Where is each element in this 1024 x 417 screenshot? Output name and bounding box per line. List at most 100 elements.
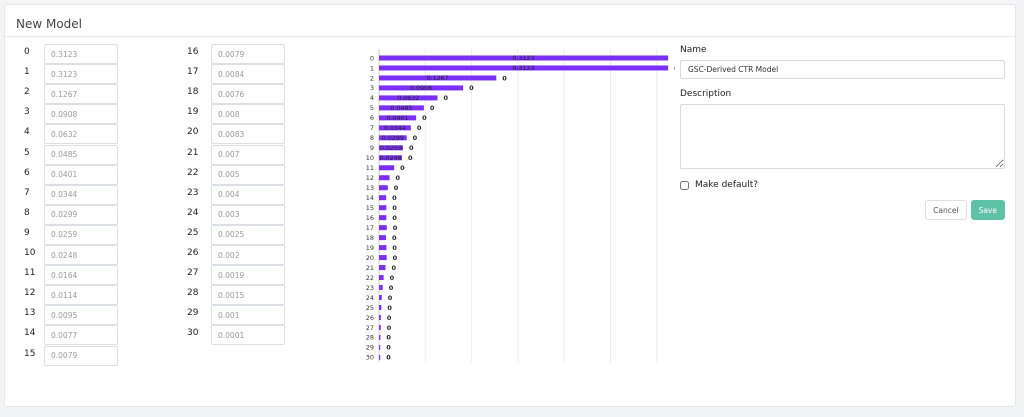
ctr-row-23: 23 bbox=[187, 184, 312, 205]
chart-category-label: 2 bbox=[370, 74, 374, 82]
ctr-row-4: 4 bbox=[24, 124, 149, 145]
ctr-input[interactable] bbox=[211, 124, 285, 145]
ctr-label: 28 bbox=[187, 288, 199, 299]
ctr-row-1: 1 bbox=[24, 64, 149, 85]
form-actions: Cancel Save bbox=[680, 200, 1005, 220]
chart-bar-end-label: 0 bbox=[392, 234, 397, 242]
ctr-row-15: 15 bbox=[24, 345, 149, 366]
ctr-input[interactable] bbox=[44, 64, 118, 85]
ctr-input[interactable] bbox=[44, 124, 118, 145]
make-default-checkbox[interactable] bbox=[680, 180, 689, 190]
name-input[interactable] bbox=[680, 60, 1005, 79]
chart-bar bbox=[379, 125, 411, 131]
chart-bar bbox=[379, 285, 383, 291]
ctr-input[interactable] bbox=[211, 84, 285, 105]
ctr-label: 10 bbox=[24, 248, 36, 258]
ctr-input[interactable] bbox=[44, 345, 118, 366]
ctr-row-26: 26 bbox=[187, 245, 312, 265]
chart-bar-end-label: 0 bbox=[390, 274, 395, 282]
ctr-input[interactable] bbox=[44, 184, 118, 205]
ctr-row-5: 5 bbox=[24, 144, 149, 165]
ctr-input[interactable] bbox=[211, 64, 285, 85]
chart-category-label: 23 bbox=[366, 284, 374, 292]
ctr-input[interactable] bbox=[44, 204, 118, 225]
ctr-input[interactable] bbox=[211, 245, 285, 265]
ctr-label: 3 bbox=[24, 107, 30, 118]
ctr-input[interactable] bbox=[44, 144, 118, 165]
ctr-input[interactable] bbox=[44, 305, 118, 326]
chart-bar bbox=[379, 175, 390, 181]
ctr-input[interactable] bbox=[211, 224, 285, 245]
chart-category-label: 10 bbox=[366, 154, 374, 162]
ctr-input[interactable] bbox=[44, 245, 118, 265]
ctr-input[interactable] bbox=[44, 265, 118, 286]
ctr-label: 29 bbox=[187, 308, 199, 319]
chart-bar-value-label: 0.0908 bbox=[410, 85, 432, 92]
ctr-input[interactable] bbox=[44, 104, 118, 125]
chart-bar bbox=[379, 145, 403, 151]
ctr-label: 18 bbox=[187, 87, 199, 98]
chart-category-label: 18 bbox=[366, 234, 374, 242]
description-label: Description bbox=[680, 89, 732, 99]
chart-bar-value-label: 0.0299 bbox=[382, 135, 404, 142]
chart-bar-end-label: 0 bbox=[396, 174, 401, 182]
ctr-input[interactable] bbox=[211, 144, 285, 165]
ctr-input[interactable] bbox=[211, 104, 285, 125]
ctr-input[interactable] bbox=[44, 224, 118, 245]
ctr-label: 26 bbox=[187, 248, 199, 258]
chart-bar-end-label: 0 bbox=[393, 254, 398, 262]
chart-category-label: 15 bbox=[366, 204, 374, 212]
ctr-input[interactable] bbox=[44, 44, 118, 64]
panel-title: New Model bbox=[16, 17, 83, 31]
chart-category-label: 19 bbox=[366, 244, 374, 252]
chart-category-label: 12 bbox=[366, 174, 374, 182]
chart-bar-value-label: 0.1267 bbox=[427, 75, 449, 82]
ctr-input[interactable] bbox=[211, 184, 285, 205]
chart-bar-value-label: 0.0401 bbox=[387, 115, 409, 122]
chart-bar-value-label: 0.0259 bbox=[380, 145, 402, 152]
ctr-row-18: 18 bbox=[187, 84, 312, 105]
chart-category-label: 0 bbox=[370, 54, 374, 62]
chart-bar bbox=[379, 255, 387, 261]
chart-bar bbox=[379, 65, 669, 71]
ctr-input[interactable] bbox=[211, 44, 285, 64]
chart-bar-value-label: 0.0248 bbox=[379, 155, 401, 162]
make-default-label[interactable]: Make default? bbox=[695, 180, 759, 190]
ctr-label: 11 bbox=[24, 268, 36, 279]
ctr-row-25: 25 bbox=[187, 224, 312, 245]
chart-bar-end-label: 0 bbox=[417, 124, 422, 132]
ctr-label: 24 bbox=[187, 207, 199, 218]
chart-bar-end-label: 0 bbox=[387, 314, 392, 322]
chart-bar bbox=[379, 354, 381, 360]
chart-bar bbox=[379, 324, 381, 330]
chart-bar bbox=[379, 295, 382, 301]
chart-category-label: 25 bbox=[366, 304, 374, 312]
ctr-input[interactable] bbox=[44, 285, 118, 306]
chart-bar bbox=[379, 334, 381, 340]
ctr-input[interactable] bbox=[44, 164, 118, 185]
ctr-label: 13 bbox=[24, 308, 36, 319]
cancel-button[interactable]: Cancel bbox=[925, 200, 967, 220]
ctr-input[interactable] bbox=[211, 265, 285, 286]
ctr-input[interactable] bbox=[211, 204, 285, 225]
ctr-input[interactable] bbox=[211, 164, 285, 185]
chart-bar bbox=[379, 85, 464, 91]
save-button[interactable]: Save bbox=[970, 200, 1005, 220]
ctr-input[interactable] bbox=[44, 84, 118, 105]
ctr-input[interactable] bbox=[211, 285, 285, 306]
ctr-input[interactable] bbox=[44, 325, 118, 346]
chart-bar-end-label: 0 bbox=[422, 114, 427, 122]
chart-category-label: 29 bbox=[366, 344, 374, 352]
ctr-row-28: 28 bbox=[187, 285, 312, 306]
ctr-label: 7 bbox=[24, 187, 30, 198]
ctr-input[interactable] bbox=[211, 325, 285, 346]
chart-bar-end-label: 0 bbox=[430, 104, 435, 112]
chart-category-label: 21 bbox=[366, 264, 374, 272]
ctr-row-21: 21 bbox=[187, 144, 312, 165]
ctr-label: 27 bbox=[187, 268, 199, 279]
chart-category-label: 28 bbox=[366, 334, 374, 342]
description-textarea[interactable] bbox=[680, 104, 1005, 169]
chart-bar-value-label: 0.0344 bbox=[384, 125, 406, 132]
chart-category-label: 16 bbox=[366, 214, 374, 222]
ctr-input[interactable] bbox=[211, 305, 285, 326]
